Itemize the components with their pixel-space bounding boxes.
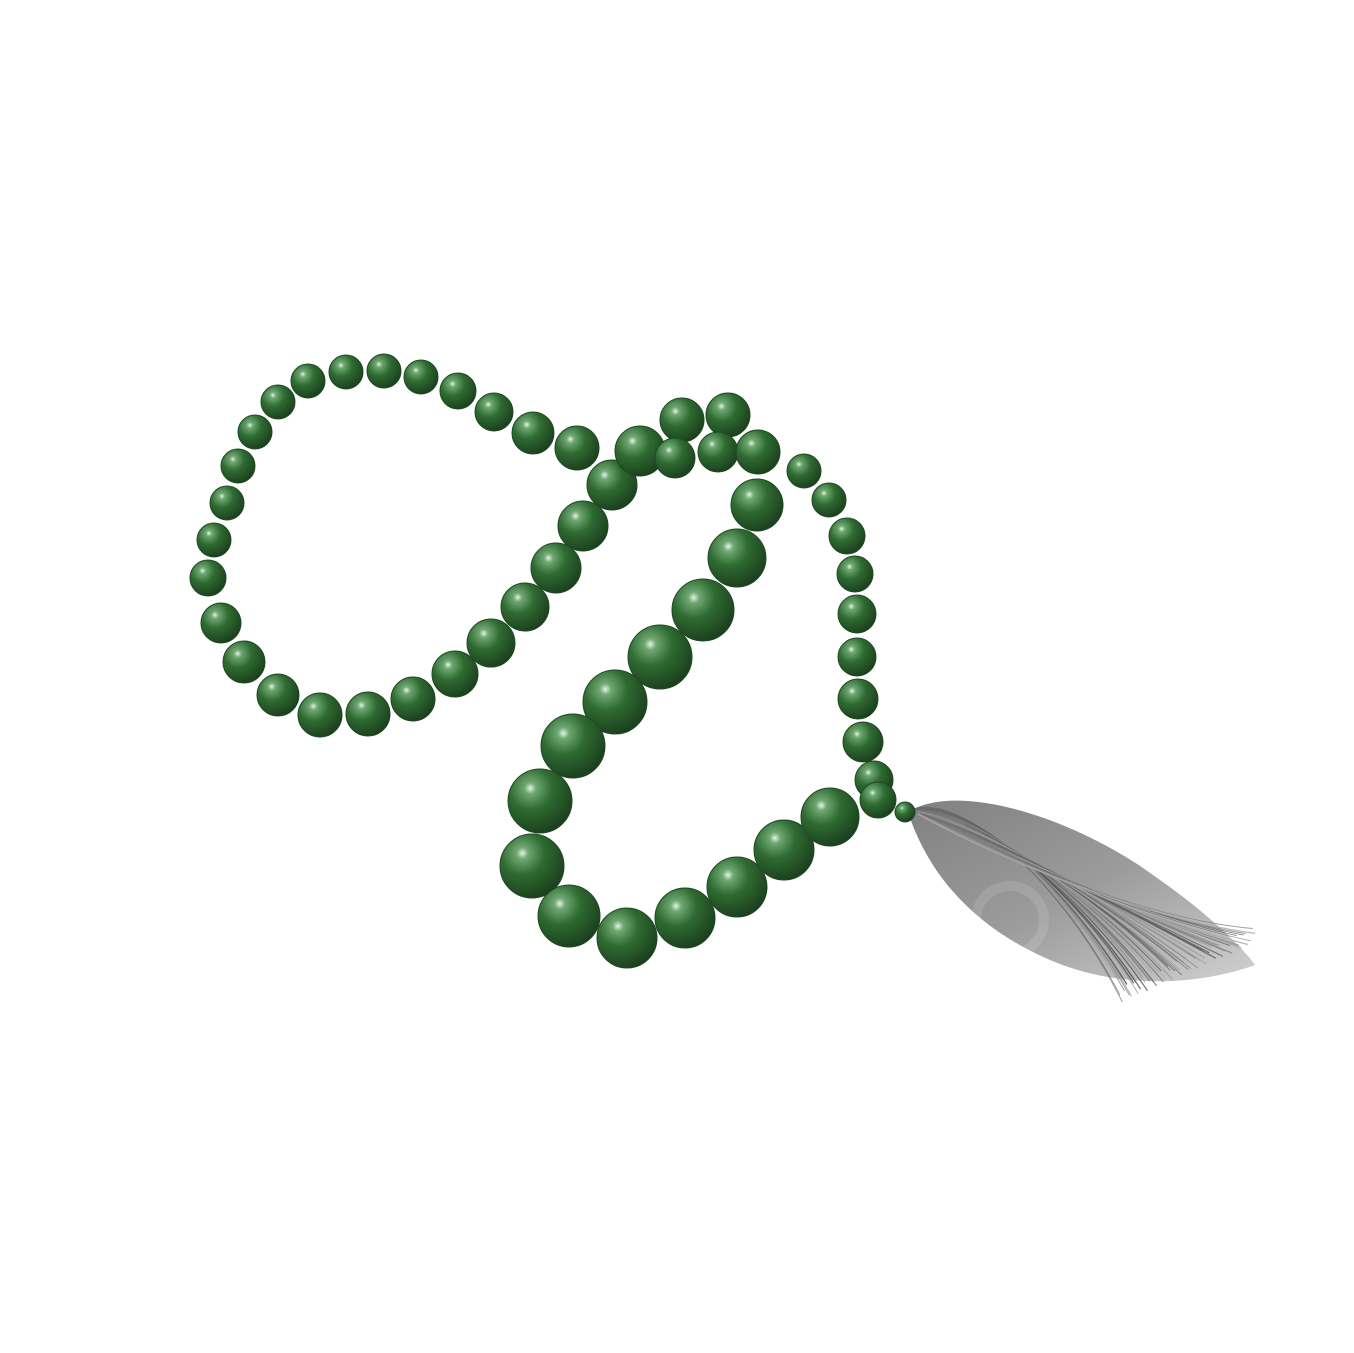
watermark-logo bbox=[971, 881, 1049, 959]
bead-icon bbox=[837, 594, 877, 634]
bead-icon bbox=[837, 678, 879, 720]
bead-icon bbox=[707, 528, 767, 588]
bead-icon bbox=[671, 578, 735, 642]
bead-icon bbox=[705, 392, 751, 438]
bead-icon bbox=[256, 673, 300, 717]
bead-icon bbox=[786, 453, 822, 489]
bead-icon bbox=[697, 431, 739, 473]
bead-icon bbox=[596, 907, 658, 969]
bead-icon bbox=[540, 713, 606, 779]
bead-icon bbox=[735, 429, 781, 475]
bead-icon bbox=[366, 353, 402, 389]
bead-icon bbox=[209, 485, 245, 521]
bead-icon bbox=[842, 721, 884, 763]
bead-icon bbox=[297, 692, 343, 738]
bead-icon bbox=[403, 359, 439, 395]
bead-icon bbox=[200, 602, 242, 644]
bead-icon bbox=[507, 768, 573, 834]
bead-icon bbox=[828, 517, 866, 555]
bead-icon bbox=[260, 384, 296, 420]
bead-icon bbox=[220, 448, 256, 484]
bead-icon bbox=[466, 618, 516, 668]
bead-icon bbox=[196, 522, 232, 558]
bead-icon bbox=[800, 787, 860, 847]
bead-icon bbox=[730, 478, 784, 532]
beads-group bbox=[189, 353, 916, 969]
bead-icon bbox=[811, 482, 847, 518]
bead-icon bbox=[654, 437, 696, 479]
bead-icon bbox=[627, 624, 693, 690]
bead-icon bbox=[500, 582, 550, 632]
bead-icon bbox=[894, 801, 916, 823]
bead-icon bbox=[511, 411, 555, 455]
bead-icon bbox=[431, 650, 479, 698]
bead-icon bbox=[439, 372, 477, 410]
bead-icon bbox=[706, 856, 768, 918]
bead-icon bbox=[557, 500, 609, 552]
bead-icon bbox=[328, 354, 364, 390]
bead-icon bbox=[222, 640, 266, 684]
bead-icon bbox=[836, 555, 874, 593]
bead-icon bbox=[537, 884, 601, 948]
bead-icon bbox=[582, 669, 648, 735]
bead-icon bbox=[345, 691, 391, 737]
bead-icon bbox=[189, 559, 227, 597]
bead-icon bbox=[390, 676, 436, 722]
bead-icon bbox=[499, 833, 565, 899]
bead-icon bbox=[554, 425, 600, 471]
bead-icon bbox=[654, 887, 716, 949]
tassel-icon bbox=[908, 800, 1256, 1003]
bead-icon bbox=[753, 819, 815, 881]
bead-icon bbox=[859, 781, 897, 819]
bead-icon bbox=[237, 414, 273, 450]
bead-icon bbox=[290, 363, 326, 399]
bead-icon bbox=[530, 542, 582, 594]
tassel-strand bbox=[917, 813, 1256, 934]
bead-icon bbox=[474, 392, 514, 432]
bead-icon bbox=[659, 397, 705, 443]
bead-icon bbox=[586, 459, 638, 511]
bead-icon bbox=[837, 637, 877, 677]
